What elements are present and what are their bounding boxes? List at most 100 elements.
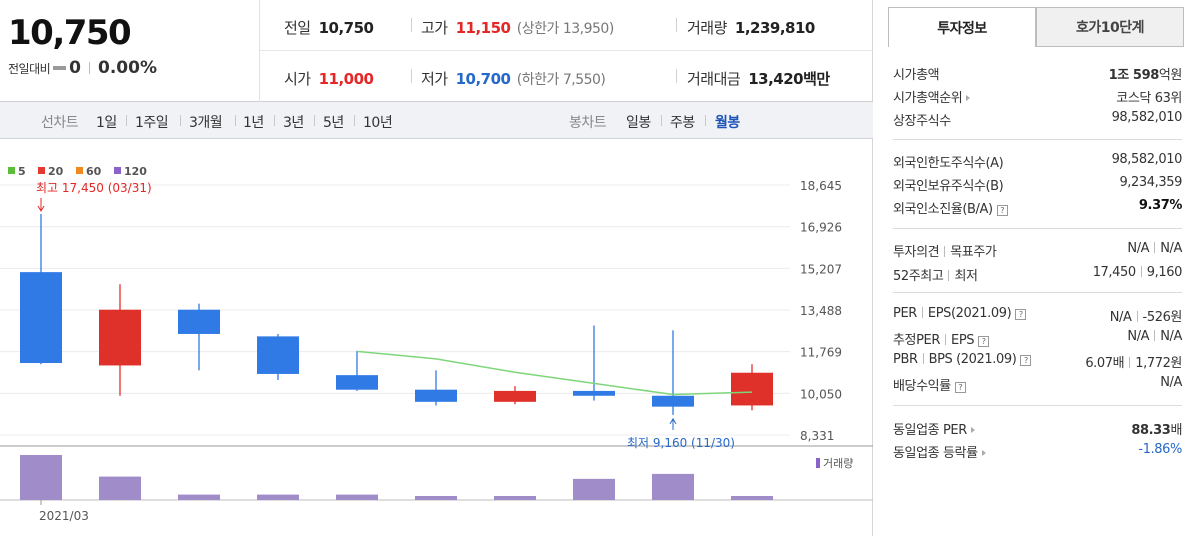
- help-icon[interactable]: ?: [1020, 355, 1032, 366]
- tab-order-book[interactable]: 호가10단계: [1036, 7, 1184, 47]
- w52-value: 17,450 9,160: [1092, 265, 1183, 280]
- dividend-value: N/A: [1160, 375, 1182, 390]
- sector-rate-row: 동일업종 등락률 -1.86%: [893, 439, 1182, 461]
- change-rate: 0.00%: [98, 58, 157, 78]
- open-value: 11,000: [318, 70, 374, 88]
- y-tick-label: 11,769: [800, 346, 842, 360]
- help-icon[interactable]: ?: [978, 336, 990, 347]
- low-cell: 저가 10,700 (하한가 7,550): [421, 68, 606, 89]
- cap-rank-value: 코스닥 63위: [1116, 91, 1182, 106]
- period-3y-button[interactable]: 3년: [283, 115, 304, 131]
- tab-invest-info[interactable]: 투자정보: [888, 7, 1036, 47]
- volume-bar: [336, 494, 378, 500]
- divider: [180, 115, 181, 126]
- prev-close-label: 전일: [284, 19, 311, 37]
- foreign-hold-row: 외국인보유주식수(B) 9,234,359: [893, 172, 1182, 194]
- period-bar: 선차트 1일 1주일 3개월 1년 3년 5년 10년 봉차트 일봉 주봉 월봉: [0, 102, 873, 139]
- cap-rank-row: 시가총액순위 코스닥 63위: [893, 84, 1182, 106]
- help-icon[interactable]: ?: [954, 382, 966, 393]
- amount-cell: 거래대금 13,420백만: [687, 68, 830, 89]
- legend-swatch: [76, 167, 83, 174]
- caret-right-icon: [981, 450, 986, 456]
- sector-rate-text: 동일업종 등락률: [893, 446, 978, 461]
- weekly-candle-button[interactable]: 주봉: [670, 115, 695, 131]
- pbr-text: PBR: [893, 352, 918, 367]
- help-icon[interactable]: ?: [1015, 309, 1027, 320]
- divider: [893, 405, 1182, 406]
- monthly-candle-button[interactable]: 월봉: [715, 115, 740, 131]
- w52-low-val: 9,160: [1146, 265, 1183, 280]
- period-10y-button[interactable]: 10년: [363, 115, 393, 131]
- sector-per-text: 동일업종 PER: [893, 423, 967, 438]
- price-summary: 10,750 전일대비 0 0.00% 전일 10,750 고가 11,150 (상…: [0, 0, 873, 102]
- foreign-ratio-text: 외국인소진율(B/A): [893, 202, 993, 217]
- divider: [354, 115, 355, 126]
- sector-per-label[interactable]: 동일업종 PER: [893, 419, 975, 438]
- period-3m-button[interactable]: 3개월: [189, 115, 223, 131]
- price-box: 10,750 전일대비 0 0.00%: [0, 0, 260, 102]
- eps-text: EPS(2021.09): [927, 306, 1012, 321]
- est-per-label: 추정PER EPS?: [893, 329, 990, 348]
- volume-value: 1,239,810: [734, 19, 815, 37]
- change-row: 전일대비 0 0.00%: [8, 58, 157, 78]
- divider: [126, 115, 127, 126]
- period-1w-button[interactable]: 1주일: [135, 115, 169, 131]
- cap-rank-label[interactable]: 시가총액순위: [893, 87, 971, 106]
- sector-rate-label[interactable]: 동일업종 등락률: [893, 442, 986, 461]
- low-annotation: 최저 9,160 (11/30): [627, 436, 735, 450]
- shares-value: 98,582,010: [1111, 110, 1183, 125]
- divider: [676, 18, 677, 32]
- low-arrow-head: [669, 417, 677, 425]
- divider: [945, 334, 947, 345]
- est-eps-text: EPS: [951, 333, 975, 348]
- caret-right-icon: [970, 427, 975, 433]
- est-eps-val: N/A: [1160, 329, 1182, 344]
- period-1d-button[interactable]: 1일: [96, 115, 117, 131]
- foreign-hold-label: 외국인보유주식수(B): [893, 179, 1004, 194]
- volume-bar: [20, 455, 62, 500]
- bps-text: BPS (2021.09): [928, 352, 1017, 367]
- upper-limit: (상한가 13,950): [516, 21, 615, 37]
- amount-label: 거래대금: [687, 70, 741, 88]
- volume-bar: [99, 476, 141, 500]
- divider: [1154, 330, 1156, 341]
- amount-value: 13,420: [748, 70, 804, 88]
- high-value: 11,150: [455, 19, 511, 37]
- legend-label: 20: [48, 165, 64, 178]
- opinion-label: 투자의견 목표주가: [893, 241, 997, 260]
- candle-body: [494, 390, 536, 402]
- w52-high-val: 17,450: [1092, 265, 1136, 280]
- sector-rate-value: -1.86%: [1138, 442, 1182, 457]
- market-cap-main: 1조 598: [1108, 68, 1160, 83]
- daily-candle-button[interactable]: 일봉: [626, 115, 651, 131]
- y-tick-label: 16,926: [800, 221, 842, 235]
- divider: [1140, 266, 1142, 277]
- divider: [235, 115, 236, 126]
- prev-close-value: 10,750: [318, 19, 374, 37]
- market-cap-label: 시가총액: [893, 68, 940, 83]
- pbr-row: PBR BPS (2021.09)? 6.07배 1,772원: [893, 349, 1182, 371]
- x-tick-label: 2021/03: [39, 509, 89, 523]
- per-value: N/A -526원: [1110, 306, 1183, 325]
- volume-legend-swatch: [816, 458, 820, 468]
- sector-per-value: 88.33배: [1131, 419, 1182, 438]
- divider: [922, 353, 924, 364]
- candle-body: [336, 375, 378, 390]
- help-icon[interactable]: ?: [996, 205, 1008, 216]
- y-tick-label: 8,331: [800, 429, 834, 443]
- divider: [411, 69, 412, 83]
- divider: [1129, 357, 1131, 368]
- period-1y-button[interactable]: 1년: [243, 115, 264, 131]
- y-tick-label: 18,645: [800, 179, 842, 193]
- high-label: 고가: [421, 19, 448, 37]
- info-row: 전일 10,750 고가 11,150 (상한가 13,950) 거래량 1,239,…: [260, 0, 873, 51]
- line-chart-label: 선차트: [41, 115, 79, 131]
- stock-chart[interactable]: 18,645 16,926 15,207 13,488 11,769 10,050 8,33…: [0, 140, 873, 536]
- left-panel: 10,750 전일대비 0 0.00% 전일 10,750 고가 11,150 (상…: [0, 0, 873, 536]
- target-text: 목표주가: [950, 245, 997, 260]
- foreign-ratio-row: 외국인소진율(B/A)? 9.37%: [893, 195, 1182, 217]
- per-text: PER: [893, 306, 917, 321]
- legend-swatch: [114, 167, 121, 174]
- candle-body: [178, 309, 220, 334]
- period-5y-button[interactable]: 5년: [323, 115, 344, 131]
